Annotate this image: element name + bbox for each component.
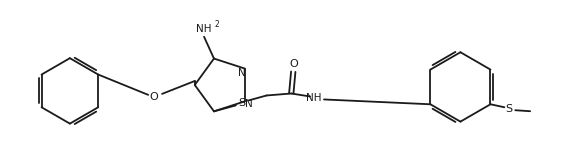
Text: O: O (150, 92, 158, 102)
Text: 2: 2 (215, 20, 219, 29)
Text: NH: NH (196, 24, 212, 34)
Text: N: N (238, 68, 246, 78)
Text: O: O (289, 59, 298, 69)
Text: N: N (245, 99, 253, 109)
Text: S: S (505, 104, 512, 114)
Text: S: S (238, 98, 245, 108)
Text: NH: NH (306, 93, 322, 104)
